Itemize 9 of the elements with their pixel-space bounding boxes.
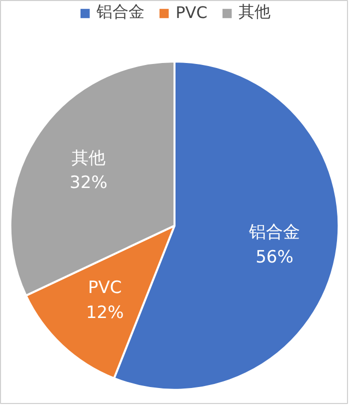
slice-label: PVC: [88, 278, 122, 298]
data-label: 32%: [70, 173, 108, 194]
data-label: 12%: [86, 302, 124, 323]
slice-label: 铝合金: [248, 222, 300, 242]
slice-label: 其他: [72, 148, 106, 168]
legend-label: PVC: [176, 3, 208, 22]
legend-label: 其他: [238, 2, 270, 23]
data-label: 56%: [256, 247, 294, 268]
legend-label: 铝合金: [96, 2, 145, 23]
